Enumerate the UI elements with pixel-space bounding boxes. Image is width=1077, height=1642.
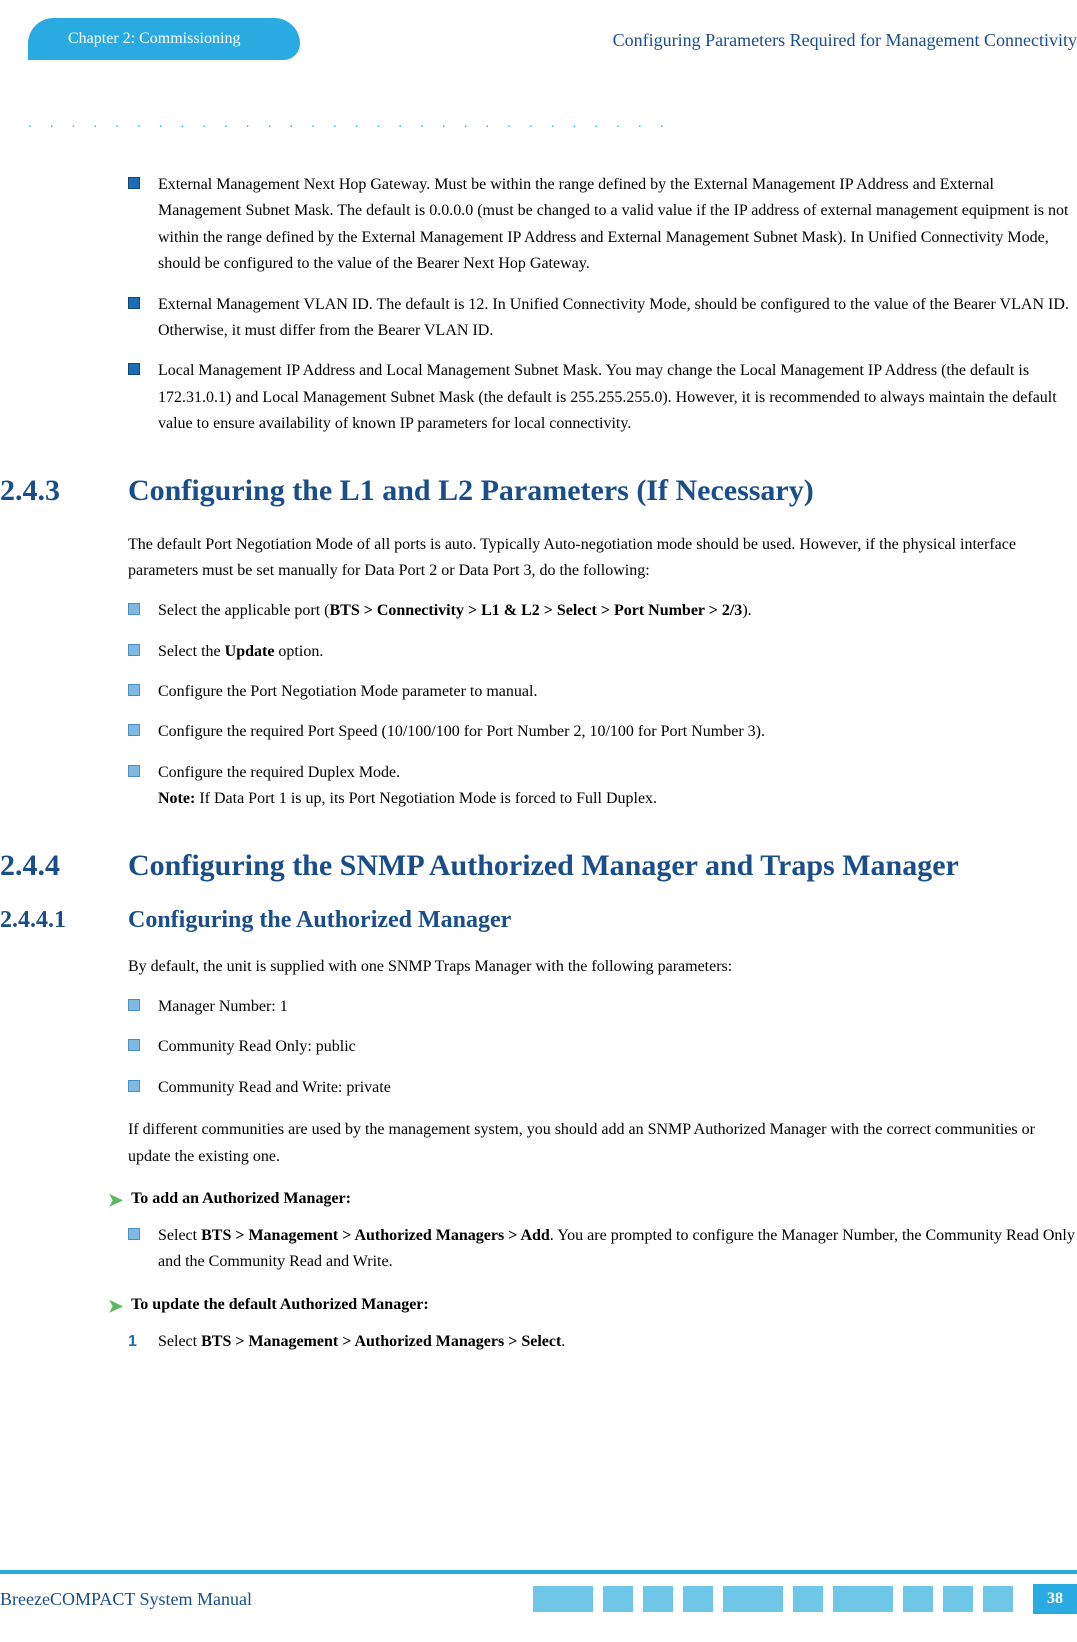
bullet-icon [128, 603, 140, 615]
bullet-icon [128, 297, 140, 309]
bullet-text: Community Read and Write: private [158, 1075, 1077, 1101]
section-title: Configuring the SNMP Authorized Manager … [128, 849, 1077, 883]
bullet-text: Configure the Port Negotiation Mode para… [158, 679, 1077, 705]
arrow-icon: ➤ [108, 1296, 123, 1317]
list-item: Configure the required Port Speed (10/10… [128, 719, 1077, 745]
bullet-text: Select BTS > Management > Authorized Man… [158, 1223, 1077, 1276]
bullet-icon [128, 1228, 140, 1240]
bullet-text: Configure the required Duplex Mode. Note… [158, 760, 1077, 813]
subsection-number: 2.4.4.1 [0, 907, 128, 934]
numbered-item: 1 Select BTS > Management > Authorized M… [128, 1329, 1077, 1355]
bullet-icon [128, 684, 140, 696]
list-item: Manager Number: 1 [128, 994, 1077, 1020]
list-item: Select the Update option. [128, 639, 1077, 665]
section-number: 2.4.3 [0, 474, 128, 508]
bullet-text: Community Read Only: public [158, 1034, 1077, 1060]
bullet-icon [128, 1080, 140, 1092]
list-item: External Management VLAN ID. The default… [128, 292, 1077, 345]
bullet-text: Configure the required Port Speed (10/10… [158, 719, 1077, 745]
paragraph: If different communities are used by the… [128, 1117, 1077, 1170]
arrow-icon: ➤ [108, 1190, 123, 1211]
section-heading: 2.4.4 Configuring the SNMP Authorized Ma… [0, 849, 1077, 883]
bullet-icon [128, 363, 140, 375]
bullet-text: Local Management IP Address and Local Ma… [158, 358, 1077, 437]
list-item: Community Read and Write: private [128, 1075, 1077, 1101]
procedure-title: To add an Authorized Manager: [131, 1190, 351, 1211]
note: Note: If Data Port 1 is up, its Port Neg… [158, 786, 1077, 812]
section-heading: 2.4.3 Configuring the L1 and L2 Paramete… [0, 474, 1077, 508]
bullet-text: External Management VLAN ID. The default… [158, 292, 1077, 345]
bullet-icon [128, 765, 140, 777]
section-number: 2.4.4 [0, 849, 128, 883]
list-item: Configure the Port Negotiation Mode para… [128, 679, 1077, 705]
list-item: Select the applicable port (BTS > Connec… [128, 598, 1077, 624]
bullet-text: Select the Update option. [158, 639, 1077, 665]
step-text: Select BTS > Management > Authorized Man… [158, 1329, 1077, 1355]
footer-divider [0, 1570, 1077, 1574]
bullet-text: Select the applicable port (BTS > Connec… [158, 598, 1077, 624]
list-item: Community Read Only: public [128, 1034, 1077, 1060]
page-footer: BreezeCOMPACT System Manual 38 [0, 1570, 1077, 1614]
list-item: External Management Next Hop Gateway. Mu… [128, 172, 1077, 278]
footer-decoration [533, 1586, 1013, 1612]
dotted-divider: . . . . . . . . . . . . . . . . . . . . … [28, 114, 678, 130]
bullet-icon [128, 177, 140, 189]
bullet-icon [128, 644, 140, 656]
footer-title: BreezeCOMPACT System Manual [0, 1589, 252, 1610]
bullet-icon [128, 1039, 140, 1051]
bullet-text: Manager Number: 1 [158, 994, 1077, 1020]
procedure-heading: ➤ To add an Authorized Manager: [108, 1190, 1077, 1211]
paragraph: The default Port Negotiation Mode of all… [128, 532, 1077, 585]
bullet-text: External Management Next Hop Gateway. Mu… [158, 172, 1077, 278]
page-header: Chapter 2: Commissioning Configuring Par… [0, 18, 1077, 88]
bullet-icon [128, 724, 140, 736]
procedure-heading: ➤ To update the default Authorized Manag… [108, 1296, 1077, 1317]
paragraph: By default, the unit is supplied with on… [128, 954, 1077, 980]
list-item: Configure the required Duplex Mode. Note… [128, 760, 1077, 813]
page-number: 38 [1033, 1584, 1077, 1614]
page-content: External Management Next Hop Gateway. Mu… [128, 130, 1077, 1355]
section-title: Configuring the L1 and L2 Parameters (If… [128, 474, 1077, 508]
procedure-title: To update the default Authorized Manager… [131, 1296, 429, 1317]
bullet-icon [128, 999, 140, 1011]
step-number: 1 [128, 1329, 158, 1355]
header-subtitle: Configuring Parameters Required for Mana… [613, 30, 1077, 51]
chapter-tab: Chapter 2: Commissioning [28, 18, 300, 60]
subsection-title: Configuring the Authorized Manager [128, 907, 1077, 934]
list-item: Local Management IP Address and Local Ma… [128, 358, 1077, 437]
list-item: Select BTS > Management > Authorized Man… [128, 1223, 1077, 1276]
subsection-heading: 2.4.4.1 Configuring the Authorized Manag… [0, 907, 1077, 934]
